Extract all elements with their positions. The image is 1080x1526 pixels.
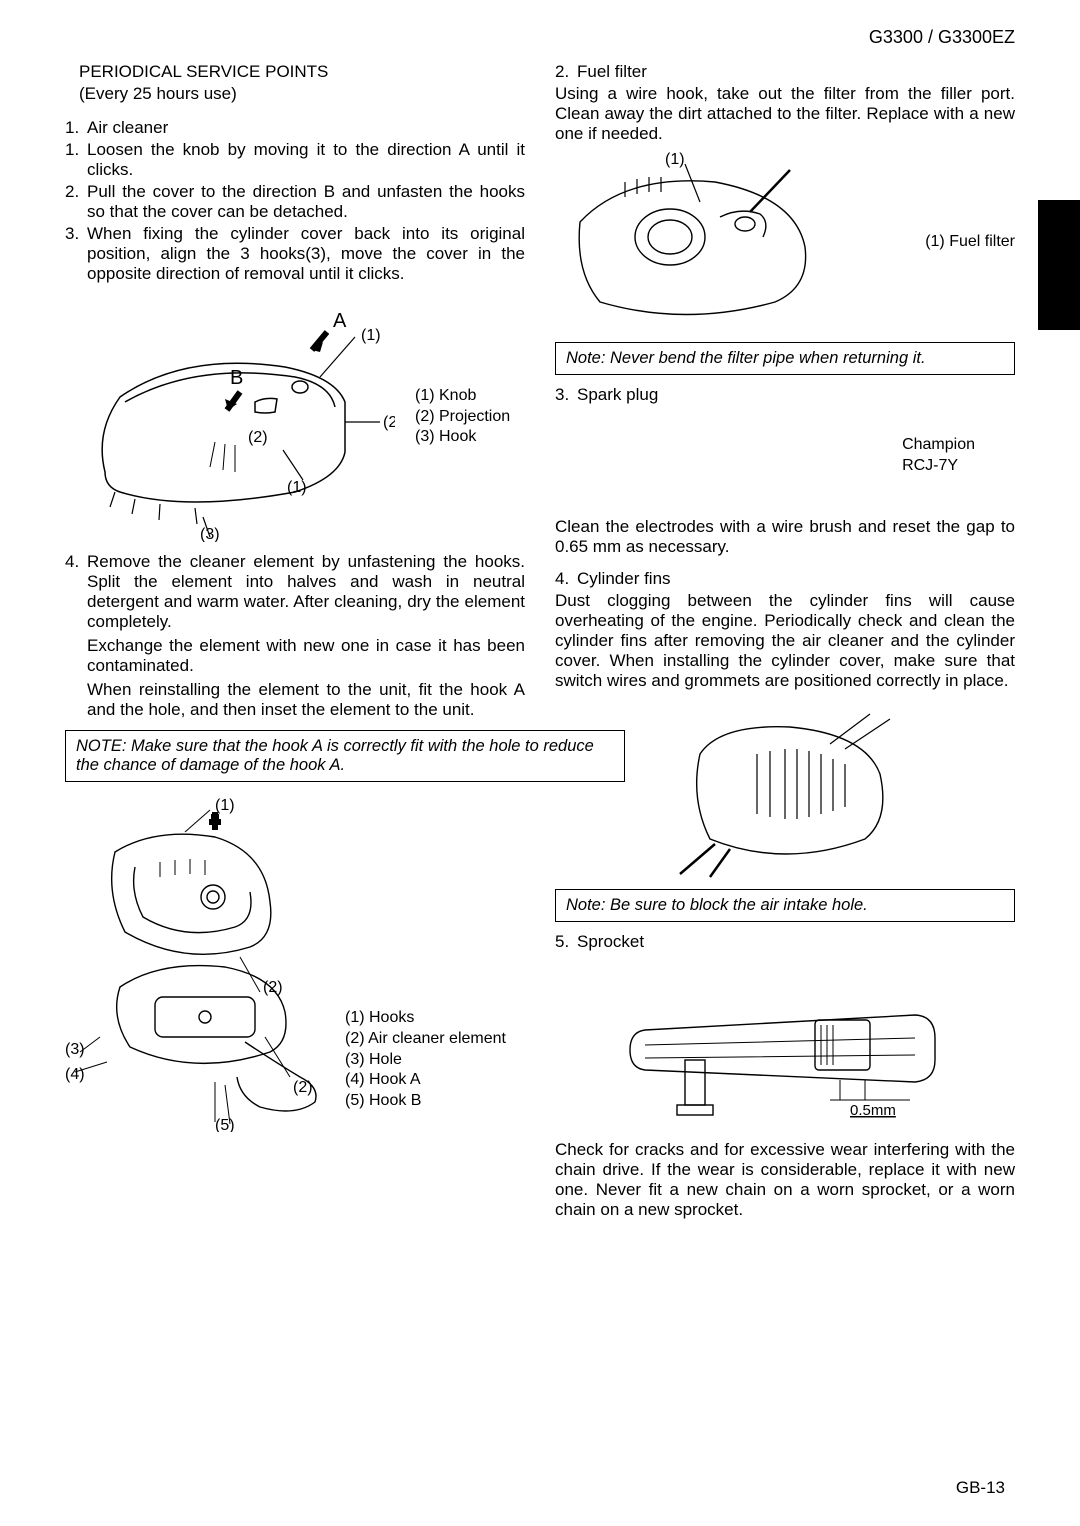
- fuel-filter-body: Using a wire hook, take out the filter f…: [555, 84, 1015, 144]
- step-1: 1.Loosen the knob by moving it to the di…: [65, 140, 525, 180]
- step-2: 2.Pull the cover to the direction B and …: [65, 182, 525, 222]
- step-4: 4. Remove the cleaner element by unfaste…: [65, 552, 525, 724]
- figure-fuel-filter: (1) (1) Fuel filter: [555, 152, 1015, 332]
- svg-text:(2): (2): [263, 979, 283, 996]
- fuel-filter-heading: 2.Fuel filter: [555, 62, 1015, 82]
- svg-text:(3): (3): [200, 526, 220, 542]
- note-air-intake: Note: Be sure to block the air intake ho…: [555, 889, 1015, 922]
- figure-air-cleaner-cover: A (1) (2) B (2) (1) (3) (1) Knob (2) Pro…: [65, 292, 525, 542]
- svg-text:A: A: [333, 310, 347, 332]
- svg-text:(1): (1): [215, 797, 235, 814]
- thumb-tab: [1038, 200, 1080, 330]
- svg-text:(5): (5): [215, 1117, 235, 1132]
- sprocket-heading: 5.Sprocket: [555, 932, 1015, 952]
- service-title: PERIODICAL SERVICE POINTS: [79, 62, 525, 82]
- step-3: 3.When fixing the cylinder cover back in…: [65, 224, 525, 284]
- sprocket-body: Check for cracks and for excessive wear …: [555, 1140, 1015, 1220]
- figure-air-cleaner-element: (1) (2) (2) (3) (4) (5) (1) Hooks (2) Ai…: [65, 792, 525, 1132]
- cylinder-fins-body: Dust clogging between the cylinder fins …: [555, 591, 1015, 691]
- header-model: G3300 / G3300EZ: [65, 27, 1015, 48]
- page-number: GB-13: [956, 1478, 1005, 1498]
- fig3-legend: (1) Fuel filter: [925, 232, 1015, 253]
- svg-text:(1): (1): [665, 152, 685, 168]
- svg-text:0.5mm: 0.5mm: [850, 1102, 896, 1119]
- svg-text:(2): (2): [248, 429, 268, 446]
- svg-text:(2): (2): [383, 414, 395, 431]
- cylinder-fins-heading: 4.Cylinder fins: [555, 569, 1015, 589]
- fig1-legend: (1) Knob (2) Projection (3) Hook: [415, 386, 510, 448]
- svg-text:(1): (1): [287, 479, 307, 496]
- svg-text:(1): (1): [361, 327, 381, 344]
- left-column: PERIODICAL SERVICE POINTS (Every 25 hour…: [65, 62, 525, 1224]
- note-hook-a: NOTE: Make sure that the hook A is corre…: [65, 730, 625, 782]
- spark-plug-spec: Champion RCJ-7Y: [555, 435, 1015, 477]
- svg-text:B: B: [230, 367, 243, 389]
- service-subtitle: (Every 25 hours use): [79, 84, 525, 104]
- svg-text:(4): (4): [65, 1066, 85, 1083]
- fig2-legend: (1) Hooks (2) Air cleaner element (3) Ho…: [345, 1008, 506, 1132]
- svg-text:(2): (2): [293, 1079, 313, 1096]
- spark-plug-body: Clean the electrodes with a wire brush a…: [555, 517, 1015, 557]
- right-column: 2.Fuel filter Using a wire hook, take ou…: [555, 62, 1015, 1224]
- note-filter-pipe: Note: Never bend the filter pipe when re…: [555, 342, 1015, 375]
- content-columns: PERIODICAL SERVICE POINTS (Every 25 hour…: [65, 62, 1015, 1224]
- spark-plug-heading: 3.Spark plug: [555, 385, 1015, 405]
- figure-cylinder-fins: [555, 699, 1015, 879]
- air-cleaner-heading: 1.Air cleaner: [65, 118, 525, 138]
- svg-text:(3): (3): [65, 1041, 85, 1058]
- figure-sprocket: 0.5mm: [555, 960, 1015, 1130]
